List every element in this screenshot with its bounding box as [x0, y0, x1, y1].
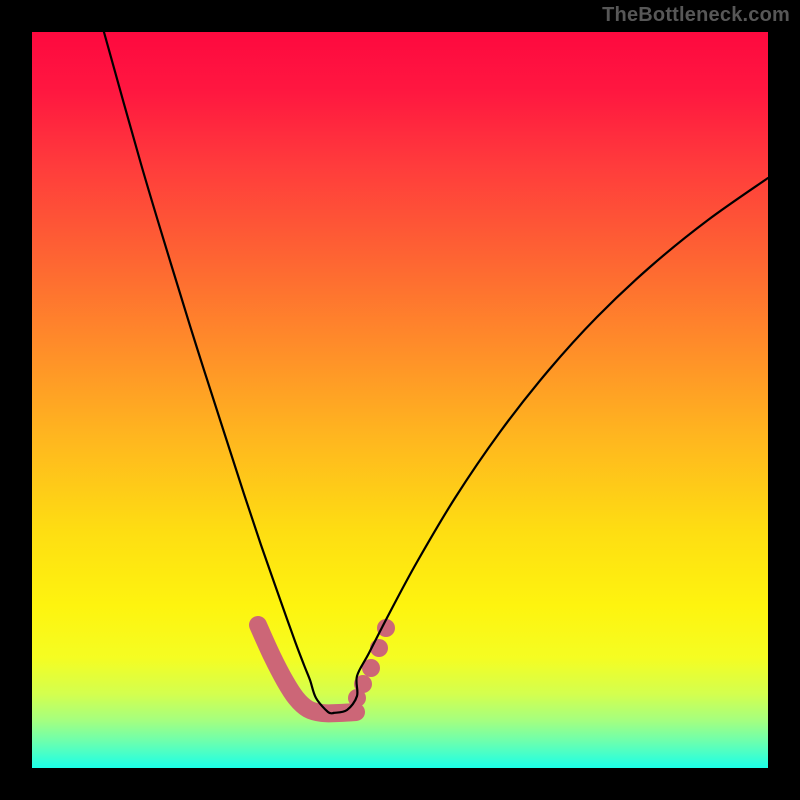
gradient-panel — [32, 32, 768, 768]
watermark-text: TheBottleneck.com — [602, 4, 790, 27]
bottleneck-chart — [0, 0, 800, 800]
chart-stage: TheBottleneck.com — [0, 0, 800, 800]
